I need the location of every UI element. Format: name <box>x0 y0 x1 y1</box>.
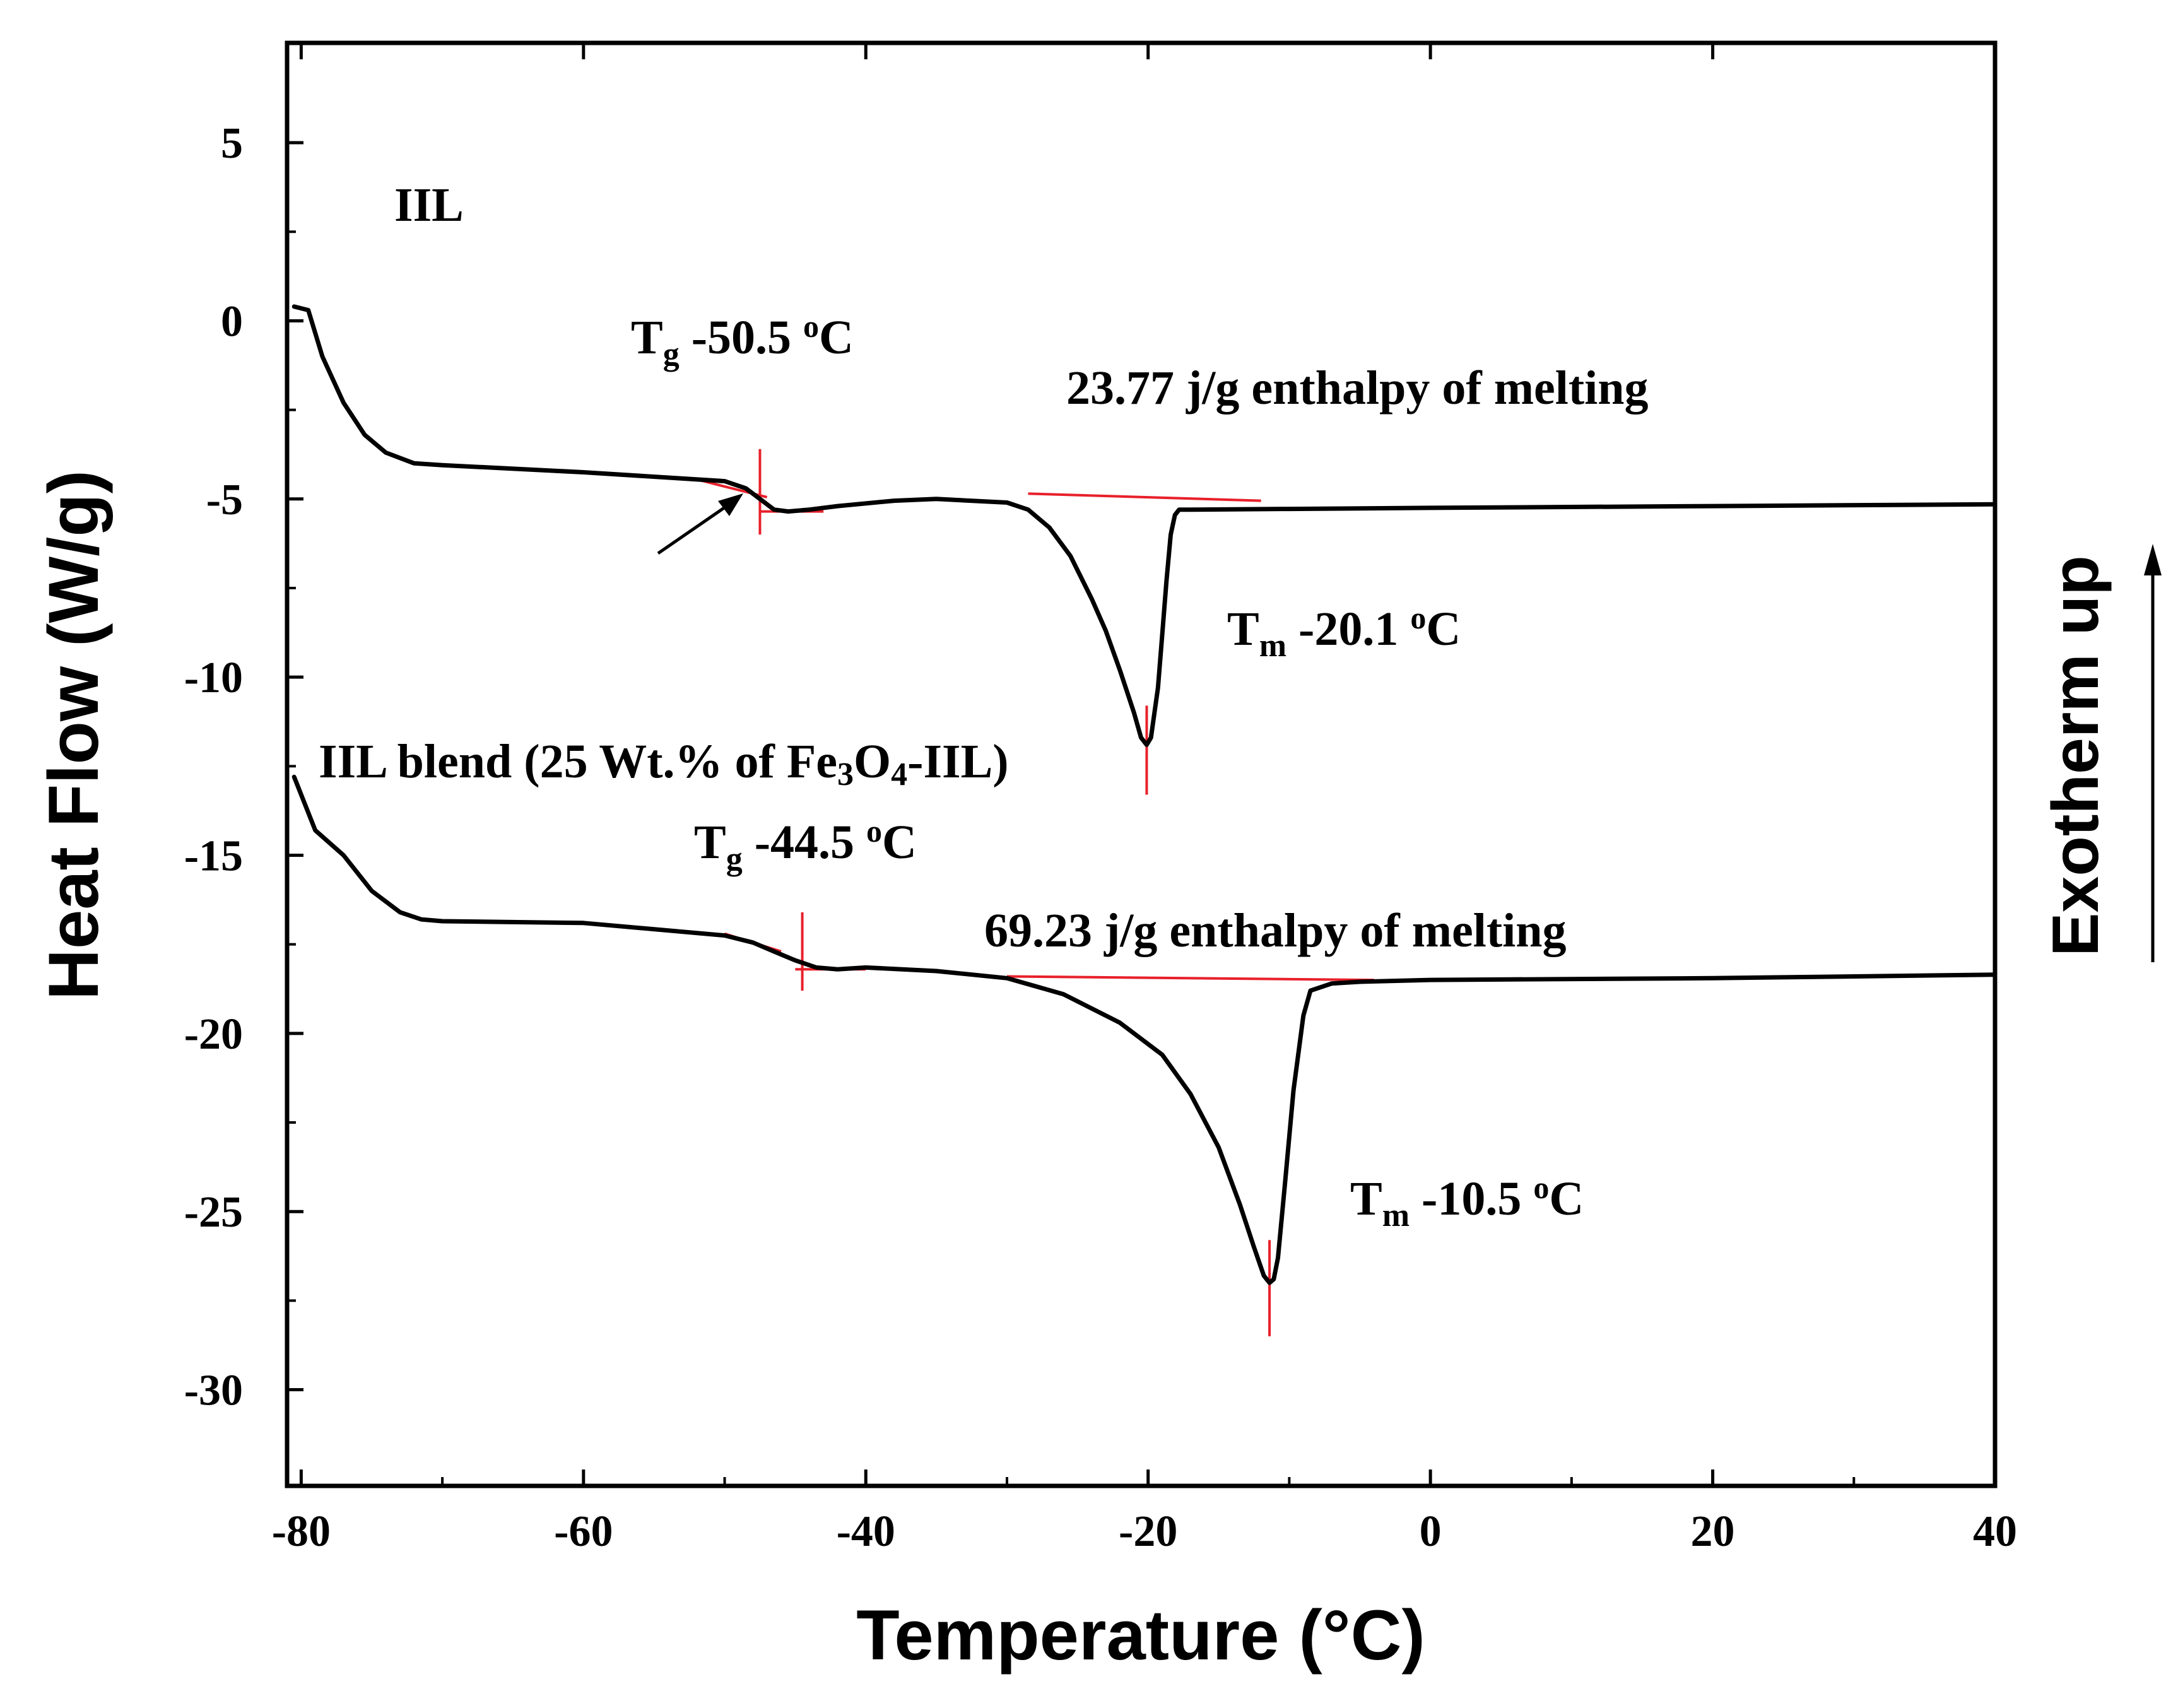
series-line-iil-blend <box>291 774 1998 1285</box>
plot-frame <box>285 40 1998 1488</box>
y-tick-label: -15 <box>184 832 243 880</box>
x-tick-label: 20 <box>1691 1507 1735 1556</box>
y-tick-label: -5 <box>206 476 243 524</box>
x-tick-label: -20 <box>1119 1507 1177 1556</box>
enthalpy-annotation-iil: 23.77 j/g enthalpy of melting <box>1066 362 1649 415</box>
series-label-iil-blend: IIL blend (25 Wt.% of Fe3O4-IIL) <box>319 735 1009 792</box>
y-tick-label: 0 <box>221 297 243 346</box>
tm-annotation-iil: Tm -20.1 oC <box>1227 600 1461 664</box>
x-tick-label: 40 <box>1973 1507 2017 1556</box>
x-tick-label: 0 <box>1420 1507 1442 1556</box>
melting-baseline-iil <box>1028 492 1261 502</box>
y-tick-label: -20 <box>184 1010 243 1059</box>
x-tick-label: -80 <box>272 1507 331 1556</box>
x-tick-label: -40 <box>837 1507 895 1556</box>
tg-annotation-iil: Tg -50.5 oC <box>631 309 854 372</box>
y-axis-title: Heat Flow (W/g) <box>34 470 113 1000</box>
melting-baseline-iil-blend <box>1006 975 1374 982</box>
series-label-iil: IIL <box>394 179 464 232</box>
x-tick-labels: -80 -60 -40 -20 0 20 40 <box>272 1507 2017 1556</box>
exotherm-arrow-icon <box>2144 544 2162 962</box>
enthalpy-annotation-iil-blend: 69.23 j/g enthalpy of melting <box>984 904 1567 957</box>
x-axis-title: Temperature (°C) <box>856 1596 1425 1675</box>
x-tick-label: -60 <box>554 1507 613 1556</box>
axis-ticks <box>287 43 1997 1486</box>
tangent-lines <box>696 449 1374 1336</box>
series-line-iil <box>291 304 1998 747</box>
y-tick-label: -30 <box>184 1367 243 1415</box>
tg-arrow-icon <box>657 493 743 555</box>
y-tick-label: 5 <box>221 119 243 168</box>
tm-annotation-iil-blend: Tm -10.5 oC <box>1350 1170 1584 1234</box>
y-tick-labels: 5 0 -5 -10 -15 -20 -25 -30 <box>184 119 243 1415</box>
y-tick-label: -25 <box>184 1188 243 1237</box>
tg-annotation-iil-blend: Tg -44.5 oC <box>694 813 917 877</box>
exotherm-label: Exotherm up <box>2039 555 2112 957</box>
y-tick-label: -10 <box>184 654 243 702</box>
